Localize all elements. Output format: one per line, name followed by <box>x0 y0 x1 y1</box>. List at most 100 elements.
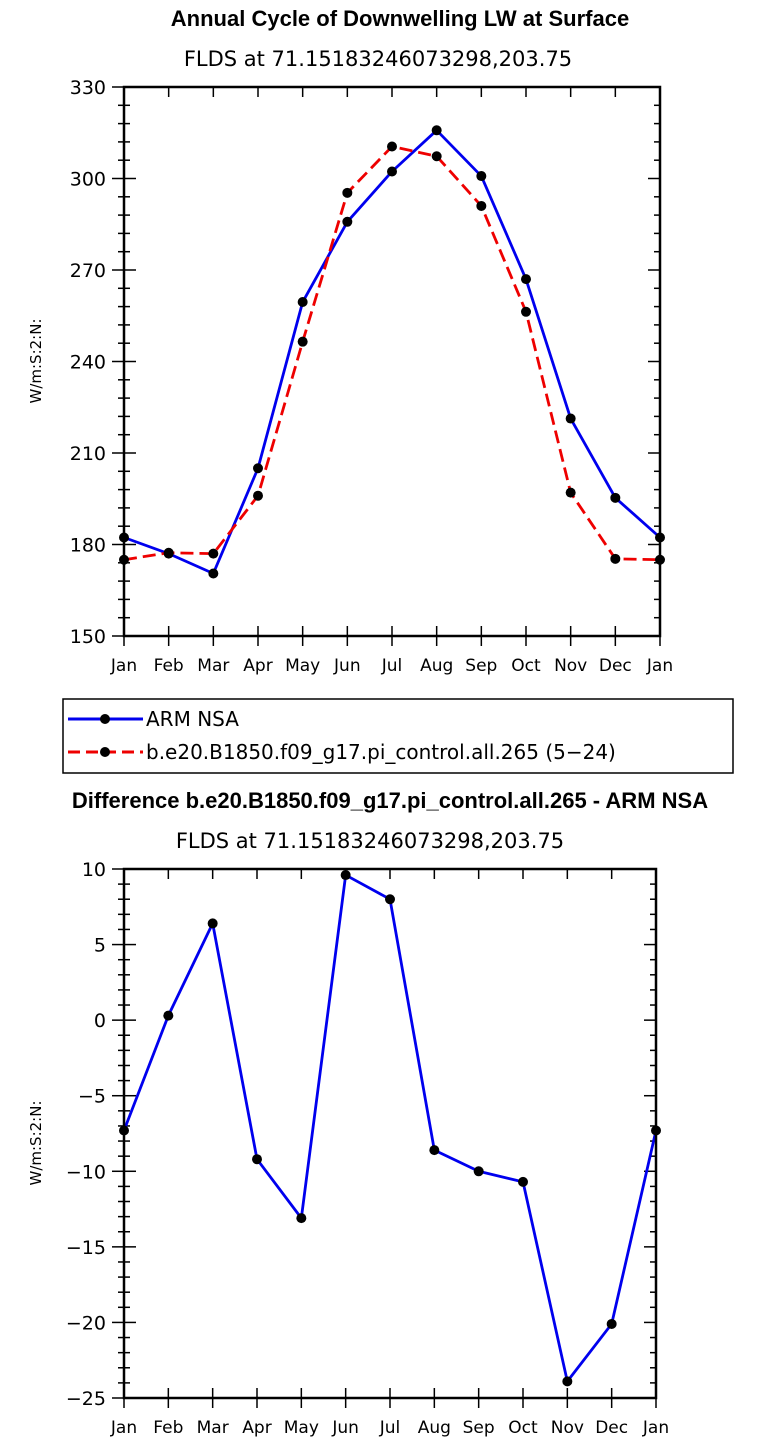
chart2-ylabel: W/m:S:2:N: <box>27 1101 45 1186</box>
data-point-s1-4 <box>297 336 308 347</box>
data-point-s1-10 <box>565 487 576 498</box>
x-tick-label: Nov <box>554 656 587 676</box>
x-tick-label: Jan <box>646 656 673 676</box>
y-tick-label: 150 <box>70 626 106 648</box>
chart1-axes <box>112 86 661 646</box>
x-tick-label: Mar <box>197 656 229 676</box>
chart2-xticks: Jan Feb Mar Apr May Jun Jul Aug Sep Oct Nov Dec Jan <box>110 1418 669 1438</box>
data-point-s0-5 <box>342 216 353 227</box>
y-tick-label: 180 <box>70 535 106 557</box>
data-point-s0-1 <box>163 1010 174 1021</box>
legend-marker-arm <box>100 714 110 724</box>
data-point-s0-10 <box>562 1376 573 1387</box>
y-tick-label: −25 <box>66 1388 106 1410</box>
data-point-s0-11 <box>606 1318 617 1329</box>
series-line-0 <box>122 873 658 1383</box>
data-point-s0-2 <box>207 918 218 929</box>
x-tick-label: Dec <box>599 656 632 676</box>
chart1-frame <box>122 85 662 638</box>
x-tick-label: Apr <box>242 1418 271 1438</box>
data-point-s1-9 <box>521 306 531 317</box>
y-tick-label: 300 <box>70 169 106 191</box>
x-tick-label: Jan <box>642 1418 669 1438</box>
data-point-s0-10 <box>565 413 576 424</box>
data-point-s1-11 <box>610 553 621 564</box>
data-point-s0-7 <box>431 125 442 136</box>
legend-marker-model <box>100 747 110 757</box>
y-tick-label: 0 <box>94 1010 106 1032</box>
chart1-legend: ARM NSA b.e20.B1850.f09_g17.pi_control.a… <box>62 698 734 774</box>
y-tick-label: 270 <box>70 260 106 282</box>
series-line-1 <box>123 145 661 562</box>
x-tick-label: Mar <box>197 1418 229 1438</box>
y-tick-label: 5 <box>94 935 106 957</box>
data-point-s1-3 <box>253 490 263 501</box>
y-tick-label: −10 <box>66 1161 106 1183</box>
y-tick-label: −20 <box>66 1312 106 1334</box>
data-point-s0-11 <box>610 492 621 503</box>
x-tick-label: May <box>284 1418 319 1438</box>
data-point-s0-2 <box>208 568 219 579</box>
data-point-s1-2 <box>208 548 219 559</box>
chart2-axes <box>112 868 657 1408</box>
annual-cycle-chart: Annual Cycle of Downwelling LW at Surfac… <box>27 6 673 676</box>
chart1-ylabel: W/m:S:2:N: <box>27 319 45 404</box>
x-tick-label: Sep <box>463 1418 495 1438</box>
x-tick-label: Oct <box>508 1418 538 1438</box>
x-tick-label: Jul <box>379 1418 401 1438</box>
x-tick-label: Jan <box>110 1418 137 1438</box>
data-point-s1-6 <box>387 141 397 152</box>
x-tick-label: Sep <box>465 656 497 676</box>
legend-label-model: b.e20.B1850.f09_g17.pi_control.all.265 (… <box>146 740 616 764</box>
legend-label-arm: ARM NSA <box>146 707 239 731</box>
chart2-series <box>119 870 661 1387</box>
x-tick-label: Jul <box>381 656 403 676</box>
data-point-s0-9 <box>521 274 531 285</box>
data-point-s1-8 <box>476 200 487 211</box>
y-tick-label: −15 <box>66 1237 106 1259</box>
chart1-subtitle: FLDS at 71.15183246073298,203.75 <box>184 47 572 71</box>
y-tick-label: −5 <box>78 1086 106 1108</box>
data-point-s0-4 <box>297 297 308 308</box>
x-tick-label: Jan <box>110 656 137 676</box>
x-tick-label: Nov <box>551 1418 584 1438</box>
x-tick-label: Dec <box>595 1418 628 1438</box>
chart1-xticks: Jan Feb Mar Apr May Jun Jul Aug Sep Oct Nov Dec Jan <box>110 656 673 676</box>
x-tick-label: Feb <box>153 1418 183 1438</box>
legend-box <box>62 698 734 774</box>
data-point-s1-7 <box>431 151 442 162</box>
chart2-subtitle: FLDS at 71.15183246073298,203.75 <box>176 829 564 853</box>
x-tick-label: Jun <box>331 1418 359 1438</box>
y-tick-label: 330 <box>70 77 106 99</box>
data-point-s1-1 <box>163 547 174 558</box>
y-tick-label: 240 <box>70 352 106 374</box>
chart2-frame <box>122 867 658 1400</box>
data-point-s0-6 <box>385 894 395 905</box>
chart1-yticks: 150 180 210 240 270 300 330 <box>70 77 106 648</box>
chart1-title: Annual Cycle of Downwelling LW at Surfac… <box>171 6 629 31</box>
x-tick-label: Aug <box>418 1418 451 1438</box>
data-point-s0-6 <box>387 166 397 177</box>
chart1-series <box>119 125 665 579</box>
data-point-s0-8 <box>473 1166 484 1177</box>
data-point-s0-8 <box>476 171 487 182</box>
x-tick-label: May <box>285 656 320 676</box>
y-tick-label: 10 <box>82 859 106 881</box>
data-point-s0-5 <box>340 870 351 881</box>
data-point-s0-4 <box>296 1213 307 1224</box>
x-tick-label: Aug <box>420 656 453 676</box>
data-point-s0-3 <box>253 463 263 474</box>
data-point-s0-3 <box>252 1154 262 1165</box>
difference-chart: Difference b.e20.B1850.f09_g17.pi_contro… <box>27 788 708 1438</box>
x-tick-label: Apr <box>243 656 272 676</box>
y-tick-label: 210 <box>70 443 106 465</box>
data-point-s0-7 <box>429 1145 440 1156</box>
chart2-title: Difference b.e20.B1850.f09_g17.pi_contro… <box>72 788 708 813</box>
data-point-s1-5 <box>342 187 353 198</box>
x-tick-label: Oct <box>511 656 541 676</box>
x-tick-label: Jun <box>333 656 361 676</box>
data-point-s0-9 <box>518 1176 528 1187</box>
x-tick-label: Feb <box>154 656 184 676</box>
chart2-yticks: −25 −20 −15 −10 −5 0 5 10 <box>66 859 106 1410</box>
